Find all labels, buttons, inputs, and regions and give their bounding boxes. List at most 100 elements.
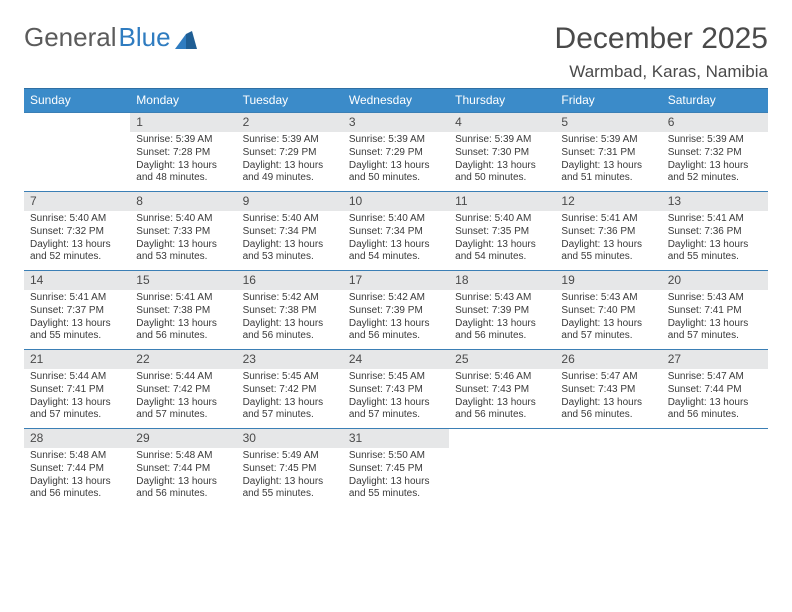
day-data: Sunrise: 5:40 AMSunset: 7:35 PMDaylight:… [449, 211, 555, 268]
day-cell: 21Sunrise: 5:44 AMSunset: 7:41 PMDayligh… [24, 350, 130, 428]
day-daylight2: and 54 minutes. [349, 251, 443, 264]
day-data: Sunrise: 5:40 AMSunset: 7:33 PMDaylight:… [130, 211, 236, 268]
day-sunset: Sunset: 7:43 PM [455, 384, 549, 397]
day-cell [555, 429, 661, 507]
day-daylight1: Daylight: 13 hours [136, 318, 230, 331]
day-daylight1: Daylight: 13 hours [349, 397, 443, 410]
day-data: Sunrise: 5:44 AMSunset: 7:42 PMDaylight:… [130, 369, 236, 426]
day-daylight2: and 55 minutes. [349, 488, 443, 501]
day-number: 17 [343, 271, 449, 290]
day-sunrise: Sunrise: 5:42 AM [349, 292, 443, 305]
day-sunrise: Sunrise: 5:48 AM [136, 450, 230, 463]
day-daylight2: and 56 minutes. [668, 409, 762, 422]
day-cell: 30Sunrise: 5:49 AMSunset: 7:45 PMDayligh… [237, 429, 343, 507]
day-daylight1: Daylight: 13 hours [668, 239, 762, 252]
week-row: 28Sunrise: 5:48 AMSunset: 7:44 PMDayligh… [24, 428, 768, 507]
day-sunset: Sunset: 7:42 PM [136, 384, 230, 397]
day-number: 16 [237, 271, 343, 290]
day-number: 11 [449, 192, 555, 211]
day-daylight2: and 56 minutes. [349, 330, 443, 343]
day-daylight2: and 51 minutes. [561, 172, 655, 185]
title-block: December 2025 Warmbad, Karas, Namibia [555, 22, 768, 82]
dow-sunday: Sunday [24, 89, 130, 112]
day-cell: 8Sunrise: 5:40 AMSunset: 7:33 PMDaylight… [130, 192, 236, 270]
day-number: 24 [343, 350, 449, 369]
day-cell: 27Sunrise: 5:47 AMSunset: 7:44 PMDayligh… [662, 350, 768, 428]
day-daylight2: and 56 minutes. [455, 330, 549, 343]
day-number [555, 429, 661, 447]
day-daylight2: and 56 minutes. [30, 488, 124, 501]
day-data: Sunrise: 5:39 AMSunset: 7:30 PMDaylight:… [449, 132, 555, 189]
day-daylight1: Daylight: 13 hours [561, 318, 655, 331]
day-sunset: Sunset: 7:38 PM [136, 305, 230, 318]
day-daylight2: and 55 minutes. [561, 251, 655, 264]
day-sunrise: Sunrise: 5:40 AM [30, 213, 124, 226]
dow-saturday: Saturday [662, 89, 768, 112]
dow-tuesday: Tuesday [237, 89, 343, 112]
day-data: Sunrise: 5:47 AMSunset: 7:44 PMDaylight:… [662, 369, 768, 426]
day-sunrise: Sunrise: 5:45 AM [349, 371, 443, 384]
day-daylight2: and 56 minutes. [561, 409, 655, 422]
day-number: 1 [130, 113, 236, 132]
day-sunset: Sunset: 7:38 PM [243, 305, 337, 318]
day-sunset: Sunset: 7:39 PM [455, 305, 549, 318]
day-daylight1: Daylight: 13 hours [136, 397, 230, 410]
day-sunset: Sunset: 7:40 PM [561, 305, 655, 318]
day-daylight2: and 54 minutes. [455, 251, 549, 264]
day-number: 31 [343, 429, 449, 448]
day-number: 23 [237, 350, 343, 369]
week-row: 1Sunrise: 5:39 AMSunset: 7:28 PMDaylight… [24, 112, 768, 191]
day-daylight1: Daylight: 13 hours [455, 397, 549, 410]
day-cell: 3Sunrise: 5:39 AMSunset: 7:29 PMDaylight… [343, 113, 449, 191]
day-cell: 11Sunrise: 5:40 AMSunset: 7:35 PMDayligh… [449, 192, 555, 270]
day-sunrise: Sunrise: 5:40 AM [243, 213, 337, 226]
day-daylight1: Daylight: 13 hours [349, 239, 443, 252]
day-daylight2: and 56 minutes. [455, 409, 549, 422]
day-sunrise: Sunrise: 5:40 AM [136, 213, 230, 226]
header: GeneralBlue December 2025 Warmbad, Karas… [24, 22, 768, 82]
day-sunset: Sunset: 7:37 PM [30, 305, 124, 318]
day-sunrise: Sunrise: 5:42 AM [243, 292, 337, 305]
day-daylight1: Daylight: 13 hours [136, 239, 230, 252]
day-data: Sunrise: 5:50 AMSunset: 7:45 PMDaylight:… [343, 448, 449, 505]
day-number: 22 [130, 350, 236, 369]
day-number [449, 429, 555, 447]
day-data: Sunrise: 5:40 AMSunset: 7:34 PMDaylight:… [237, 211, 343, 268]
day-sunrise: Sunrise: 5:43 AM [561, 292, 655, 305]
day-sunrise: Sunrise: 5:44 AM [30, 371, 124, 384]
day-data: Sunrise: 5:41 AMSunset: 7:38 PMDaylight:… [130, 290, 236, 347]
day-cell: 28Sunrise: 5:48 AMSunset: 7:44 PMDayligh… [24, 429, 130, 507]
day-sunset: Sunset: 7:34 PM [243, 226, 337, 239]
day-number: 2 [237, 113, 343, 132]
day-cell [24, 113, 130, 191]
day-sunset: Sunset: 7:34 PM [349, 226, 443, 239]
day-sunrise: Sunrise: 5:40 AM [455, 213, 549, 226]
day-daylight2: and 48 minutes. [136, 172, 230, 185]
day-daylight1: Daylight: 13 hours [136, 476, 230, 489]
day-sunrise: Sunrise: 5:41 AM [668, 213, 762, 226]
day-sunset: Sunset: 7:33 PM [136, 226, 230, 239]
day-daylight1: Daylight: 13 hours [243, 239, 337, 252]
day-sunset: Sunset: 7:31 PM [561, 147, 655, 160]
week-row: 21Sunrise: 5:44 AMSunset: 7:41 PMDayligh… [24, 349, 768, 428]
weeks-container: 1Sunrise: 5:39 AMSunset: 7:28 PMDaylight… [24, 112, 768, 507]
day-daylight2: and 50 minutes. [349, 172, 443, 185]
day-daylight2: and 52 minutes. [30, 251, 124, 264]
day-daylight2: and 53 minutes. [136, 251, 230, 264]
dow-monday: Monday [130, 89, 236, 112]
day-data: Sunrise: 5:39 AMSunset: 7:32 PMDaylight:… [662, 132, 768, 189]
day-sunset: Sunset: 7:44 PM [668, 384, 762, 397]
day-data: Sunrise: 5:49 AMSunset: 7:45 PMDaylight:… [237, 448, 343, 505]
day-data: Sunrise: 5:39 AMSunset: 7:29 PMDaylight:… [237, 132, 343, 189]
day-daylight1: Daylight: 13 hours [455, 239, 549, 252]
day-sunrise: Sunrise: 5:46 AM [455, 371, 549, 384]
day-cell: 20Sunrise: 5:43 AMSunset: 7:41 PMDayligh… [662, 271, 768, 349]
day-data: Sunrise: 5:44 AMSunset: 7:41 PMDaylight:… [24, 369, 130, 426]
day-cell: 26Sunrise: 5:47 AMSunset: 7:43 PMDayligh… [555, 350, 661, 428]
day-daylight2: and 57 minutes. [349, 409, 443, 422]
day-data: Sunrise: 5:39 AMSunset: 7:28 PMDaylight:… [130, 132, 236, 189]
day-sunset: Sunset: 7:36 PM [561, 226, 655, 239]
day-number: 5 [555, 113, 661, 132]
day-sunrise: Sunrise: 5:39 AM [455, 134, 549, 147]
day-daylight1: Daylight: 13 hours [243, 476, 337, 489]
